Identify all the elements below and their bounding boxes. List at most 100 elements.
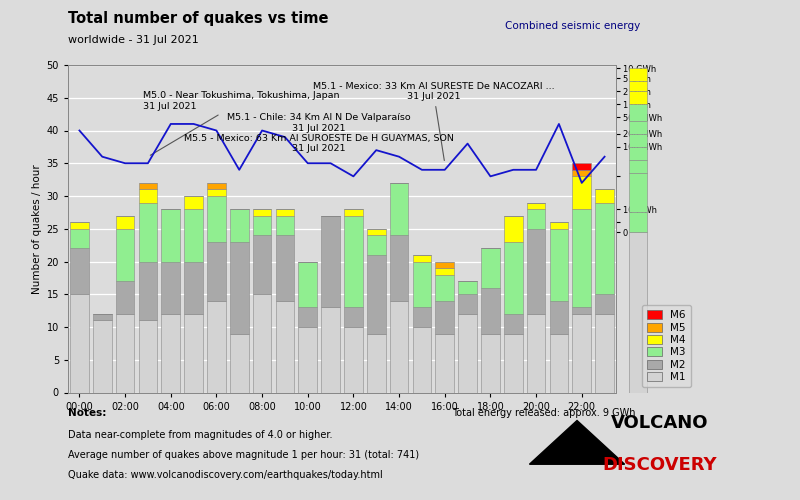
Bar <box>322 308 340 392</box>
Bar <box>344 308 362 327</box>
Bar <box>138 262 158 320</box>
Text: Average number of quakes above magnitude 1 per hour: 31 (total: 741): Average number of quakes above magnitude… <box>68 450 419 460</box>
Bar <box>230 242 249 334</box>
Bar <box>629 82 647 91</box>
Bar <box>138 183 158 190</box>
Text: Quake data: www.volcanodiscovery.com/earthquakes/today.html: Quake data: www.volcanodiscovery.com/ear… <box>68 470 382 480</box>
Text: Notes:: Notes: <box>68 408 106 418</box>
Bar <box>413 308 431 327</box>
Bar <box>344 216 362 308</box>
Bar <box>629 91 647 104</box>
Bar <box>275 236 294 301</box>
Bar <box>504 334 522 392</box>
Bar <box>629 68 647 82</box>
Bar <box>275 301 294 392</box>
Bar <box>435 274 454 301</box>
Bar <box>390 301 409 392</box>
Bar <box>572 308 591 314</box>
Bar <box>435 268 454 274</box>
Bar <box>298 308 317 327</box>
Bar <box>367 236 386 255</box>
Bar <box>70 222 89 229</box>
Bar <box>116 314 134 392</box>
Bar <box>162 314 180 392</box>
Bar <box>595 190 614 202</box>
Bar <box>207 242 226 301</box>
Bar <box>481 288 500 334</box>
Text: M5.0 - Near Tokushima, Tokushima, Japan
31 Jul 2021: M5.0 - Near Tokushima, Tokushima, Japan … <box>143 92 340 156</box>
Y-axis label: Number of quakes / hour: Number of quakes / hour <box>32 164 42 294</box>
Bar <box>253 236 271 294</box>
Bar <box>390 236 409 301</box>
Bar <box>275 209 294 216</box>
Bar <box>275 216 294 236</box>
Text: worldwide - 31 Jul 2021: worldwide - 31 Jul 2021 <box>68 35 198 45</box>
Bar <box>184 262 203 314</box>
Bar <box>458 314 477 392</box>
Bar <box>629 160 647 173</box>
Bar <box>526 202 546 209</box>
Bar <box>629 173 647 212</box>
Bar <box>367 255 386 334</box>
Bar <box>93 314 112 320</box>
Text: VOLCANO: VOLCANO <box>611 414 709 432</box>
Bar <box>435 334 454 392</box>
Bar <box>413 262 431 308</box>
Bar <box>504 314 522 334</box>
Bar <box>207 190 226 196</box>
Bar <box>184 314 203 392</box>
Bar <box>526 229 546 314</box>
Bar <box>435 262 454 268</box>
Bar <box>138 190 158 202</box>
Bar <box>253 209 271 216</box>
Bar <box>230 334 249 392</box>
Bar <box>458 294 477 314</box>
Bar <box>162 209 180 262</box>
Bar <box>550 229 568 301</box>
Bar <box>367 334 386 392</box>
Bar <box>629 104 647 120</box>
Bar <box>481 248 500 288</box>
Bar <box>629 147 647 160</box>
Bar <box>572 209 591 308</box>
Bar <box>207 196 226 242</box>
Bar <box>481 334 500 392</box>
Bar <box>184 196 203 209</box>
Bar <box>344 327 362 392</box>
Text: M5.1 - Chile: 34 Km Al N De Valparaíso
31 Jul 2021
M5.5 - Mexico: 63 Km Al SUROE: M5.1 - Chile: 34 Km Al N De Valparaíso 3… <box>184 113 454 154</box>
Bar <box>70 229 89 248</box>
Text: Total number of quakes vs time: Total number of quakes vs time <box>68 11 329 26</box>
Bar <box>572 314 591 392</box>
Bar <box>70 248 89 294</box>
Bar <box>504 242 522 314</box>
Bar <box>629 120 647 134</box>
Bar <box>572 176 591 209</box>
Bar <box>550 334 568 392</box>
Bar <box>70 294 89 392</box>
Bar <box>526 209 546 229</box>
Bar <box>595 294 614 314</box>
Bar <box>344 209 362 216</box>
Bar <box>629 212 647 232</box>
Bar <box>138 320 158 392</box>
Bar <box>298 327 317 392</box>
Bar <box>184 209 203 262</box>
Polygon shape <box>530 420 625 464</box>
Bar <box>413 255 431 262</box>
Bar <box>230 209 249 242</box>
Bar <box>253 216 271 236</box>
Bar <box>116 281 134 314</box>
Bar <box>550 222 568 229</box>
Bar <box>298 262 317 308</box>
Bar <box>629 232 647 392</box>
Bar <box>207 301 226 392</box>
Bar <box>253 294 271 392</box>
Bar <box>550 301 568 334</box>
Bar <box>367 229 386 235</box>
Bar <box>207 183 226 190</box>
Bar <box>629 134 647 147</box>
Bar <box>595 314 614 392</box>
Bar <box>413 327 431 392</box>
Bar <box>595 202 614 294</box>
Bar <box>572 163 591 170</box>
